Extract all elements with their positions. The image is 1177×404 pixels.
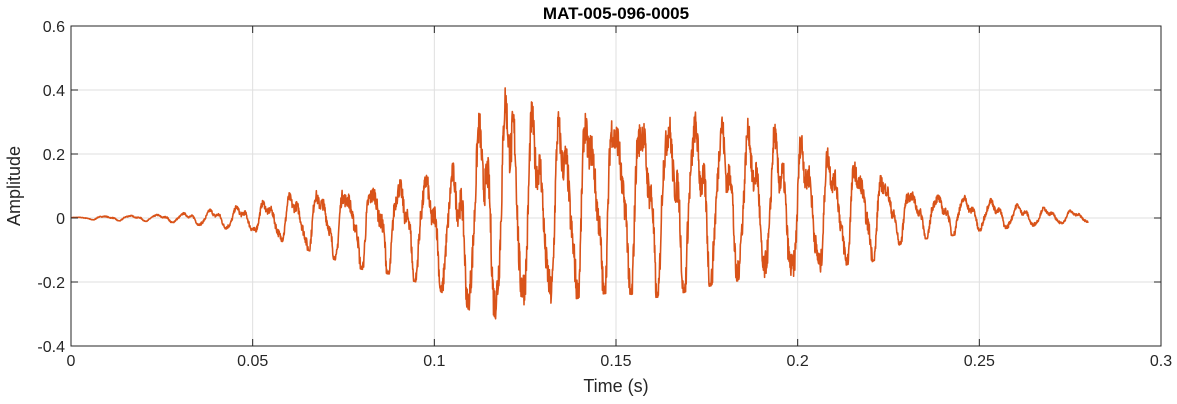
waveform-line xyxy=(70,87,1089,320)
x-axis-label: Time (s) xyxy=(583,376,648,396)
x-tick-label: 0.1 xyxy=(423,353,445,370)
x-tick-label: 0.2 xyxy=(787,353,809,370)
y-tick-label: 0.6 xyxy=(43,19,65,36)
x-tick-label: 0 xyxy=(67,353,76,370)
y-axis-label: Amplitude xyxy=(4,146,24,226)
x-tick-label: 0.3 xyxy=(1150,353,1172,370)
chart-title: MAT-005-096-0005 xyxy=(543,4,689,23)
series-layer xyxy=(70,87,1089,320)
y-tick-label: -0.4 xyxy=(37,339,65,356)
y-tick-label: -0.2 xyxy=(37,275,65,292)
x-tick-label: 0.15 xyxy=(600,353,631,370)
x-tick-label: 0.05 xyxy=(237,353,268,370)
y-tick-label: 0.4 xyxy=(43,83,65,100)
y-tick-label: 0.2 xyxy=(43,147,65,164)
ticks: 0 0.05 0.1 0.15 0.2 0.25 0.3 -0.4 -0.2 0 0.2 0.4 0.6 xyxy=(37,19,1172,370)
x-tick-label: 0.25 xyxy=(964,353,995,370)
y-tick-label: 0 xyxy=(56,211,65,228)
